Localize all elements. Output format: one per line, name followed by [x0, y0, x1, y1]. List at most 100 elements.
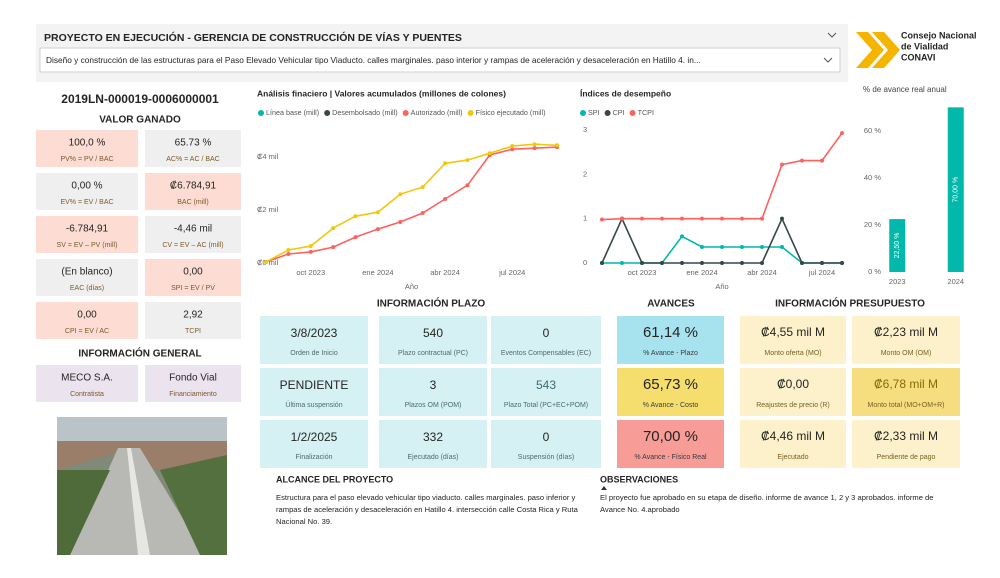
dropdown-chevron[interactable]	[827, 32, 837, 38]
body-text: Avance No. 4.aprobado	[600, 505, 680, 514]
series-point	[680, 234, 684, 239]
series-point	[443, 196, 448, 201]
kpi-card	[740, 316, 846, 364]
project-slicer[interactable]	[39, 47, 841, 73]
kpi-value: 61,14 %	[643, 324, 698, 341]
kpi-label: Monto oferta (MO)	[764, 350, 821, 357]
legend-label: Autorizado (mill)	[411, 108, 463, 117]
section-title: INFORMACIÓN PLAZO	[377, 297, 486, 310]
kpi-value: 100,0 %	[69, 138, 106, 149]
series-point	[840, 131, 844, 136]
kpi-card	[145, 365, 241, 402]
body-text: Estructura para el paso elevado vehicula…	[276, 493, 575, 502]
y-tick-label: 0 %	[868, 267, 881, 276]
kpi-card	[260, 316, 368, 364]
series-point	[640, 216, 644, 221]
series-point	[510, 144, 515, 149]
series-point	[286, 248, 291, 253]
kpi-card	[852, 420, 960, 468]
series-point	[720, 261, 724, 265]
kpi-card	[36, 130, 138, 167]
kpi-label: SV = EV – PV (mill)	[57, 242, 118, 249]
series-point	[420, 210, 425, 215]
kpi-value: MECO S.A.	[61, 373, 113, 384]
series-point	[740, 216, 744, 221]
series-point	[308, 249, 313, 254]
kpi-card	[36, 259, 138, 296]
series-point	[840, 261, 844, 265]
logo-text: CONAVI	[901, 52, 935, 62]
kpi-card	[379, 316, 487, 364]
kpi-label: Plazo Total (PC+EC+POM)	[504, 402, 588, 409]
kpi-value: ₡0,00	[777, 377, 809, 391]
kpi-value: ₡6,78 mil M	[874, 377, 938, 391]
kpi-label: % Avance - Físico Real	[634, 454, 707, 461]
series-point	[264, 259, 268, 264]
series-point	[740, 261, 744, 265]
kpi-card	[740, 420, 846, 468]
kpi-value: 332	[423, 430, 443, 444]
kpi-label: Ejecutado	[777, 454, 808, 461]
x-tick-label: jul 2024	[808, 268, 835, 277]
kpi-label: EV% = EV / BAC	[60, 199, 113, 206]
series-point	[510, 147, 515, 152]
photo-trees-right	[160, 455, 227, 555]
series-point	[555, 143, 559, 148]
kpi-card	[852, 316, 960, 364]
kpi-value: Fondo Vial	[169, 373, 217, 384]
kpi-card	[491, 420, 601, 468]
kpi-label: Monto total (MO+OM+R)	[867, 402, 944, 409]
series-point	[700, 216, 704, 221]
body-text: rampas de aceleración y desaceleración e…	[276, 505, 579, 514]
logo-text: Consejo Nacional	[901, 30, 977, 40]
series-point	[680, 216, 684, 221]
kpi-card	[145, 259, 241, 296]
series-point	[398, 192, 403, 197]
kpi-card	[145, 130, 241, 167]
series-point	[720, 216, 724, 221]
series-point	[398, 219, 403, 224]
kpi-value: 1/2/2025	[291, 430, 338, 444]
series-point	[465, 158, 470, 163]
x-axis-label: Año	[405, 282, 418, 291]
kpi-card	[379, 420, 487, 468]
kpi-label: Eventos Compensables (EC)	[501, 350, 591, 357]
kpi-card	[145, 216, 241, 253]
kpi-value: ₡4,46 mil M	[761, 429, 825, 443]
series-point	[780, 245, 784, 250]
legend-marker	[604, 110, 611, 116]
dropdown-chevron[interactable]	[823, 57, 833, 63]
kpi-label: Finalización	[296, 454, 333, 461]
kpi-value: 0	[543, 326, 550, 340]
series-point	[375, 227, 380, 232]
x-tick-label: oct 2023	[296, 268, 325, 277]
kpi-card	[260, 420, 368, 468]
x-axis-label: Año	[715, 282, 728, 291]
y-tick-label: ₡4 mil	[257, 152, 279, 161]
series-line	[265, 143, 558, 263]
kpi-card	[36, 365, 138, 402]
kpi-value: (En blanco)	[61, 267, 112, 278]
series-point	[443, 161, 448, 166]
kpi-card	[617, 420, 724, 468]
kpi-label: CV = EV – AC (mill)	[162, 242, 223, 249]
kpi-label: Orden de Inicio	[290, 350, 338, 357]
kpi-label: PV% = PV / BAC	[60, 156, 113, 163]
series-point	[780, 216, 784, 221]
kpi-card	[491, 368, 601, 416]
x-tick-label: 2024	[947, 277, 964, 286]
kpi-value: ₡2,33 mil M	[874, 429, 938, 443]
logo-chevron	[856, 32, 884, 68]
kpi-value: 0	[543, 430, 550, 444]
y-tick-label: 20 %	[864, 220, 881, 229]
series-point	[680, 261, 684, 265]
kpi-value: -4,46 mil	[174, 224, 212, 235]
legend-label: Desembolsado (mill)	[332, 108, 398, 117]
y-tick-label: 3	[583, 125, 587, 134]
series-point	[700, 245, 704, 250]
kpi-label: % Avance - Plazo	[643, 350, 698, 357]
series-point	[331, 245, 336, 250]
kpi-card	[852, 368, 960, 416]
series-point	[800, 261, 804, 265]
